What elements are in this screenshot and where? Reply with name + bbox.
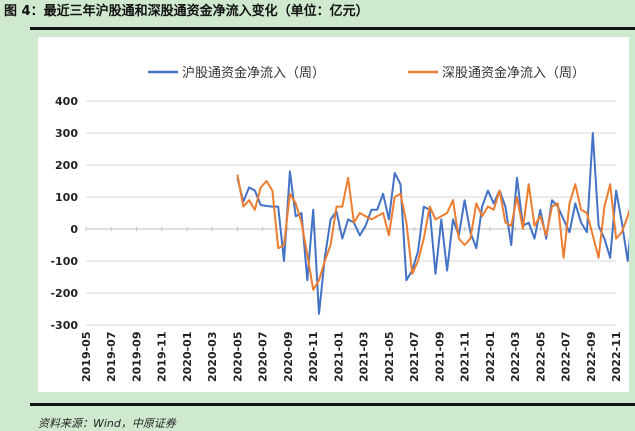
x-tick-label: 2019-05 xyxy=(80,332,93,383)
line-chart: 400 300 200 100 0 -100 -200 -300 2019-05 2019-07… xyxy=(50,65,635,383)
x-tick-label: 2019-09 xyxy=(130,332,143,383)
y-tick-labels: 400 300 200 100 0 -100 -200 -300 xyxy=(50,95,78,332)
x-tick-label: 2021-11 xyxy=(459,332,472,383)
legend-label-2: 深股通资金净流入（周） xyxy=(442,65,585,81)
y-tick-label: 200 xyxy=(55,159,78,172)
x-tick-label: 2019-11 xyxy=(156,332,169,383)
x-tick-label: 2021-05 xyxy=(383,332,396,383)
x-tick-label: 2020-05 xyxy=(231,332,244,383)
x-tick-label: 2022-01 xyxy=(484,332,497,383)
x-tick-labels: 2019-05 2019-07 2019-09 2019-11 2020-01 2020-… xyxy=(80,332,623,383)
x-tick-label: 2022-11 xyxy=(610,332,623,383)
x-tick-label: 2020-01 xyxy=(181,332,194,383)
x-tick-label: 2022-09 xyxy=(585,332,598,383)
bottom-rule xyxy=(30,403,635,406)
grid-lines xyxy=(85,100,617,326)
chart-panel: 400 300 200 100 0 -100 -200 -300 2019-05 2019-07… xyxy=(38,37,635,392)
x-tick-label: 2022-03 xyxy=(509,332,522,383)
source-note: 资料来源：Wind，中原证券 xyxy=(38,417,176,430)
y-tick-label: 100 xyxy=(55,191,78,204)
series-line-1 xyxy=(236,132,635,315)
series-lines xyxy=(236,132,635,315)
y-tick-label: 300 xyxy=(55,127,78,140)
x-tick-label: 2020-03 xyxy=(206,332,219,383)
top-rule xyxy=(30,27,635,30)
x-tick-label: 2020-07 xyxy=(257,332,270,383)
legend-label-1: 沪股通资金净流入（周） xyxy=(182,65,325,81)
x-tick-label: 2021-09 xyxy=(433,332,446,383)
y-tick-label: -300 xyxy=(50,319,78,332)
x-tick-label: 2021-07 xyxy=(408,332,421,383)
x-tick-label: 2020-11 xyxy=(307,332,320,383)
x-tick-label: 2021-01 xyxy=(332,332,345,383)
x-tick-label: 2019-07 xyxy=(105,332,118,383)
y-tick-label: 0 xyxy=(70,223,78,236)
y-tick-label: -200 xyxy=(50,287,78,300)
x-tick-label: 2022-05 xyxy=(534,332,547,383)
figure-title: 图 4：最近三年沪股通和深股通资金净流入变化（单位：亿元） xyxy=(4,4,369,19)
chart-legend: 沪股通资金净流入（周） 深股通资金净流入（周） xyxy=(148,65,585,81)
x-tick-label: 2022-07 xyxy=(560,332,573,383)
x-tick-label: 2020-09 xyxy=(282,332,295,383)
y-tick-label: 400 xyxy=(55,95,78,108)
x-tick-label: 2021-03 xyxy=(358,332,371,383)
series-line-2 xyxy=(236,174,635,291)
y-tick-label: -100 xyxy=(50,255,78,268)
